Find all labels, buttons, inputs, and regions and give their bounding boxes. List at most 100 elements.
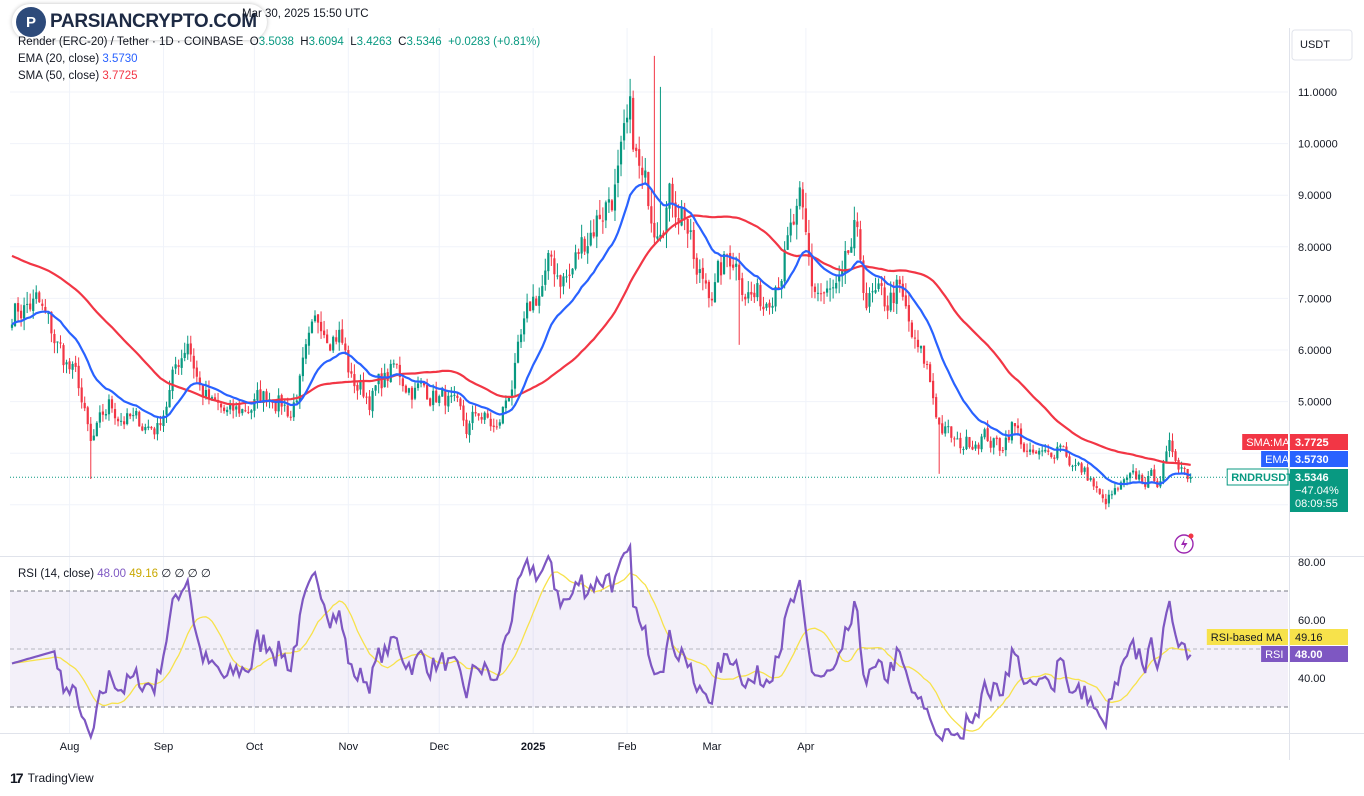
candle[interactable] [747, 281, 750, 304]
candle[interactable] [168, 380, 171, 408]
candle[interactable] [935, 393, 938, 419]
candle[interactable] [762, 296, 765, 316]
candle[interactable] [1116, 486, 1120, 492]
candle[interactable] [756, 278, 759, 302]
candle[interactable] [816, 283, 820, 302]
candle[interactable] [671, 177, 674, 218]
candle[interactable] [459, 397, 462, 410]
candle[interactable] [462, 399, 465, 427]
candle[interactable] [719, 254, 723, 285]
candle[interactable] [180, 349, 183, 375]
candle[interactable] [768, 299, 771, 315]
candle[interactable] [741, 272, 744, 302]
candle[interactable] [995, 435, 998, 446]
candle[interactable] [286, 397, 289, 418]
ema-20-line[interactable] [11, 182, 1191, 486]
candle[interactable] [62, 343, 65, 373]
candle[interactable] [289, 410, 292, 421]
candle[interactable] [980, 433, 983, 453]
candle[interactable] [253, 393, 256, 418]
candle[interactable] [674, 191, 677, 228]
candle[interactable] [822, 291, 826, 305]
candle[interactable] [928, 361, 932, 383]
candle[interactable] [959, 432, 962, 454]
candle[interactable] [716, 259, 720, 283]
candle[interactable] [1038, 447, 1041, 460]
candle[interactable] [968, 436, 971, 449]
candle[interactable] [201, 385, 204, 406]
candle[interactable] [589, 220, 592, 247]
candle[interactable] [150, 425, 153, 430]
candle[interactable] [541, 275, 544, 297]
candle[interactable] [104, 409, 108, 420]
candle[interactable] [413, 382, 417, 401]
candle[interactable] [1074, 458, 1077, 471]
candle[interactable] [653, 55, 656, 244]
candle[interactable] [1016, 418, 1020, 436]
candle[interactable] [895, 274, 898, 314]
candle[interactable] [313, 310, 317, 323]
candle[interactable] [165, 401, 168, 423]
candle[interactable] [644, 157, 647, 185]
candles[interactable] [10, 55, 1192, 510]
candle[interactable] [498, 419, 501, 429]
candle[interactable] [604, 200, 607, 229]
candle[interactable] [1098, 488, 1101, 496]
candle[interactable] [232, 399, 235, 419]
candle[interactable] [59, 335, 62, 349]
candle[interactable] [316, 314, 320, 334]
candle[interactable] [92, 429, 95, 441]
candle[interactable] [571, 268, 574, 279]
candle[interactable] [683, 202, 686, 231]
lightning-alert-icon[interactable] [1174, 533, 1194, 554]
candle[interactable] [432, 384, 435, 412]
candle[interactable] [907, 293, 910, 332]
candle[interactable] [1013, 423, 1017, 435]
candle[interactable] [489, 412, 492, 431]
candle[interactable] [686, 218, 689, 248]
candle[interactable] [1001, 446, 1004, 454]
candle[interactable] [310, 319, 314, 334]
candle[interactable] [992, 437, 995, 455]
candle[interactable] [1050, 452, 1053, 459]
candle[interactable] [229, 399, 232, 415]
candle[interactable] [480, 412, 483, 424]
candle[interactable] [492, 418, 495, 433]
candle[interactable] [713, 273, 717, 303]
candle[interactable] [383, 363, 386, 388]
candle[interactable] [119, 412, 123, 426]
candle[interactable] [1083, 466, 1086, 475]
sma-50-line[interactable] [11, 214, 1191, 466]
candle[interactable] [841, 260, 844, 287]
candle[interactable] [865, 282, 868, 311]
candle[interactable] [810, 243, 814, 298]
candle[interactable] [629, 78, 632, 134]
candle[interactable] [904, 283, 907, 309]
candle[interactable] [919, 345, 923, 354]
candle[interactable] [74, 355, 77, 373]
candle[interactable] [632, 90, 635, 153]
candle[interactable] [304, 338, 308, 365]
candle[interactable] [32, 289, 35, 319]
candle[interactable] [156, 416, 159, 441]
candle[interactable] [862, 255, 865, 301]
candle[interactable] [380, 367, 383, 397]
candle[interactable] [38, 290, 41, 303]
candle[interactable] [707, 279, 710, 308]
candle[interactable] [244, 402, 247, 413]
candle[interactable] [932, 373, 935, 405]
candle[interactable] [832, 279, 835, 299]
candle[interactable] [338, 321, 341, 351]
candle[interactable] [950, 426, 953, 443]
candle[interactable] [319, 311, 323, 339]
candle[interactable] [35, 285, 38, 304]
candle[interactable] [989, 436, 992, 453]
candle[interactable] [250, 409, 253, 420]
candle[interactable] [438, 394, 441, 407]
candle[interactable] [974, 441, 977, 451]
candle[interactable] [301, 347, 304, 382]
candle[interactable] [416, 376, 420, 391]
candle[interactable] [1071, 464, 1074, 472]
candle[interactable] [795, 198, 798, 240]
